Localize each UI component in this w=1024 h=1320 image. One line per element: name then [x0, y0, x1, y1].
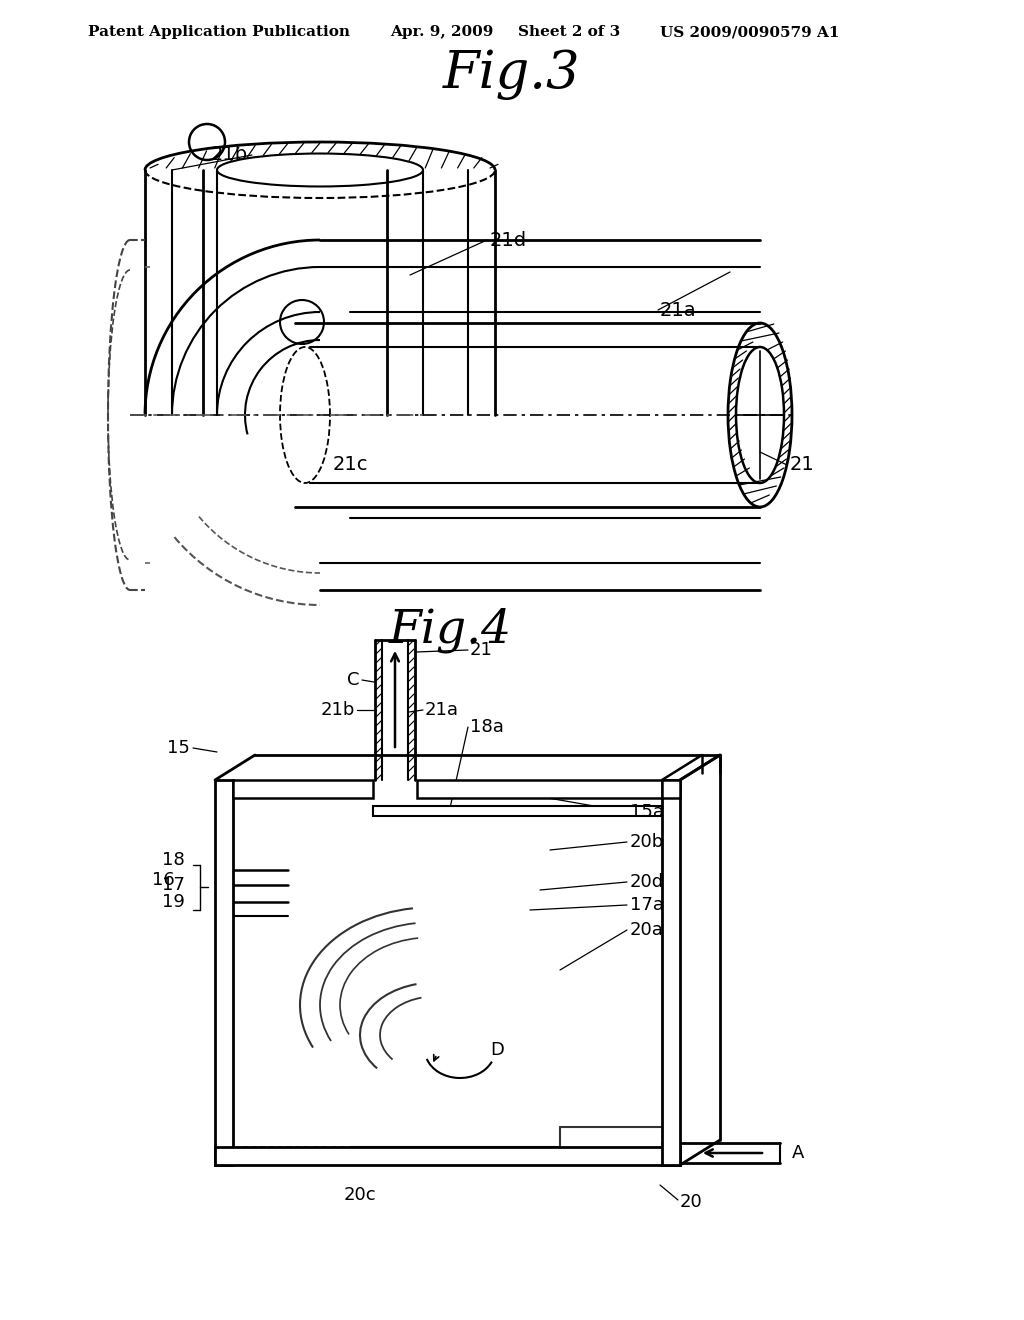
- Text: 20a: 20a: [630, 921, 664, 939]
- Text: 16: 16: [153, 871, 175, 888]
- Text: US 2009/0090579 A1: US 2009/0090579 A1: [660, 25, 840, 40]
- Bar: [233, 780, 373, 799]
- Text: 20d: 20d: [630, 873, 665, 891]
- Text: 21b: 21b: [211, 145, 248, 165]
- Text: 21: 21: [470, 642, 493, 659]
- Text: 20c: 20c: [344, 1185, 376, 1204]
- Text: 21c: 21c: [332, 455, 368, 474]
- Text: 18: 18: [162, 851, 185, 869]
- Text: Patent Application Publication: Patent Application Publication: [88, 25, 350, 40]
- Text: 20b: 20b: [630, 833, 665, 851]
- Text: 21d: 21d: [490, 231, 527, 249]
- Text: Apr. 9, 2009: Apr. 9, 2009: [390, 25, 494, 40]
- Bar: [662, 780, 680, 799]
- Text: 15: 15: [167, 739, 190, 756]
- Bar: [417, 780, 662, 799]
- Bar: [373, 807, 662, 816]
- Text: Fig.4: Fig.4: [388, 607, 512, 653]
- Text: 19: 19: [162, 894, 185, 911]
- Text: 21a: 21a: [425, 701, 459, 719]
- Text: 21: 21: [790, 455, 815, 474]
- Bar: [215, 1147, 680, 1166]
- Text: Fig.3: Fig.3: [443, 49, 581, 100]
- Text: 17a: 17a: [630, 896, 664, 913]
- Text: C: C: [347, 671, 360, 689]
- Text: 15a: 15a: [630, 803, 664, 821]
- Bar: [215, 780, 233, 1166]
- Text: 18a: 18a: [470, 718, 504, 737]
- Text: D: D: [490, 1041, 504, 1059]
- Text: A: A: [792, 1144, 805, 1162]
- Text: Sheet 2 of 3: Sheet 2 of 3: [518, 25, 621, 40]
- Text: 20: 20: [680, 1193, 702, 1210]
- Text: 21a: 21a: [660, 301, 696, 319]
- Text: 21b: 21b: [321, 701, 355, 719]
- Text: 17: 17: [162, 876, 185, 894]
- Bar: [662, 780, 680, 1166]
